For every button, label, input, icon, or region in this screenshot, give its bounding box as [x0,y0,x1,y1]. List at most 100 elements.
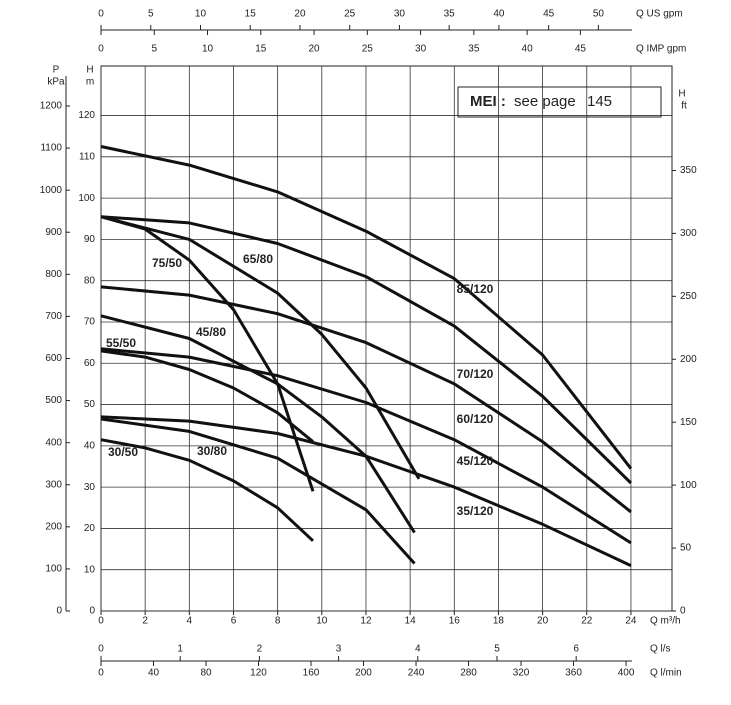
pump-curve [100,215,421,480]
pump-curve [100,438,315,542]
y-tick-label: 0 [89,606,95,617]
secondary-tick-label: 320 [513,668,530,679]
curve-label: 70/120 [457,367,494,381]
y2-tick-label: 250 [680,291,697,302]
p-tick-label: 100 [45,564,62,575]
secondary-tick-label: 25 [344,9,356,20]
secondary-tick-label: 4 [415,644,421,655]
y2-axis-unit: ft [681,101,687,112]
y-tick-label: 70 [84,317,96,328]
secondary-tick-label: 25 [362,44,374,55]
y-tick-label: 10 [84,564,96,575]
secondary-tick-label: 400 [618,668,635,679]
curve-label: 85/120 [457,282,494,296]
annotation-box [457,86,662,118]
secondary-tick-label: 35 [444,9,456,20]
y-tick-label: 100 [78,193,95,204]
x-tick-label: 2 [142,616,148,627]
y-tick-label: 120 [78,110,95,121]
secondary-tick-label: 30 [394,9,406,20]
secondary-tick-label: 160 [303,668,320,679]
secondary-tick-label: 40 [522,44,534,55]
p-tick-label: 600 [45,353,62,364]
secondary-tick-label: 50 [593,9,605,20]
curve-label: 30/80 [197,444,227,458]
x-tick-label: 8 [275,616,281,627]
pump-curve [100,347,632,545]
y-tick-label: 30 [84,482,96,493]
p-axis-label: P [53,65,60,76]
top-axis-label: Q IMP gpm [636,44,686,55]
y2-tick-label: 200 [680,354,697,365]
secondary-tick-label: 45 [543,9,555,20]
secondary-tick-label: 10 [202,44,214,55]
pump-curve [100,314,416,534]
secondary-tick-label: 40 [148,668,160,679]
y-axis-label: H [86,65,93,76]
curve-label: 75/50 [152,256,182,270]
pump-curve [100,349,314,443]
curve-label: 65/80 [243,252,273,266]
secondary-tick-label: 0 [98,9,104,20]
x-tick-label: 24 [625,616,637,627]
y-tick-label: 80 [84,275,96,286]
p-tick-label: 1200 [40,101,63,112]
secondary-tick-label: 1 [177,644,183,655]
x-tick-label: 20 [537,616,549,627]
x-tick-label: 0 [98,616,104,627]
p-tick-label: 1100 [40,143,62,154]
y2-tick-label: 50 [680,543,692,554]
y2-tick-label: 0 [680,606,686,617]
y-tick-label: 60 [84,358,96,369]
curve-label: 30/50 [108,445,138,459]
y-tick-label: 50 [84,399,96,410]
secondary-tick-label: 40 [493,9,505,20]
y2-tick-label: 100 [680,480,697,491]
secondary-tick-label: 200 [355,668,372,679]
x-tick-label: 14 [405,616,417,627]
y2-tick-label: 150 [680,417,697,428]
curve-label: 60/120 [457,412,494,426]
p-tick-label: 700 [45,311,62,322]
secondary-tick-label: 20 [294,9,306,20]
x-axis-label: Q m³/h [650,616,681,627]
secondary-tick-label: 80 [200,668,212,679]
secondary-tick-label: 45 [575,44,587,55]
secondary-tick-label: 5 [148,9,154,20]
bottom-axis-label: Q l/min [650,668,682,679]
secondary-tick-label: 280 [460,668,477,679]
y2-tick-label: 300 [680,228,697,239]
secondary-tick-label: 0 [98,44,104,55]
x-tick-label: 16 [449,616,461,627]
secondary-tick-label: 120 [250,668,267,679]
curve-label: 55/50 [106,336,136,350]
p-tick-label: 200 [45,521,62,532]
p-tick-label: 900 [45,227,62,238]
pump-curve [100,417,416,565]
bottom-axis-label: Q l/s [650,644,671,655]
p-tick-label: 800 [45,269,62,280]
pump-curve [100,215,632,485]
secondary-tick-label: 3 [336,644,342,655]
secondary-tick-label: 5 [151,44,157,55]
y-tick-label: 40 [84,440,96,451]
x-tick-label: 18 [493,616,505,627]
y2-axis-label: H [678,89,685,100]
x-tick-label: 12 [360,616,372,627]
secondary-tick-label: 2 [257,644,263,655]
pump-curve [100,285,632,514]
y-axis-unit: m [86,77,94,88]
annotation-text: see page [514,93,576,110]
curve-label: 35/120 [457,504,494,518]
p-tick-label: 300 [45,479,62,490]
curve-label: 45/120 [457,454,494,468]
y-tick-label: 110 [79,151,95,162]
secondary-tick-label: 20 [308,44,320,55]
y2-tick-label: 350 [680,165,697,176]
annotation-page: 145 [587,93,612,110]
secondary-tick-label: 10 [195,9,207,20]
y-tick-label: 20 [84,523,96,534]
secondary-tick-label: 5 [494,644,500,655]
